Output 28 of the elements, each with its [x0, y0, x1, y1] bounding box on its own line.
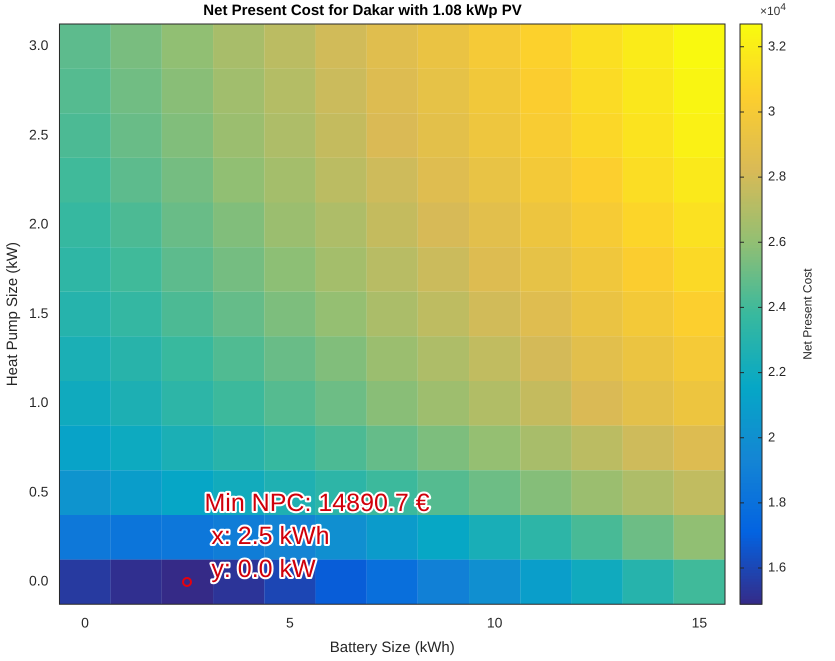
- x-tick-label: 10: [486, 614, 503, 630]
- y-tick-label: 0.0: [28, 572, 49, 589]
- color-bar-label: 2.2: [768, 364, 786, 380]
- color-bar-label: 2.4: [768, 299, 786, 314]
- y-tick-label: 0.5: [28, 483, 49, 500]
- y-tick-label: 2.0: [28, 216, 49, 232]
- x-tick-label: 5: [286, 614, 294, 630]
- text: ×10$^{4}$: [760, 2, 786, 18]
- x-tick-label: 0: [81, 614, 90, 630]
- y-axis-title: Heat Pump Size (kW): [4, 242, 22, 386]
- y-tick-label: 2.5: [28, 126, 49, 142]
- color-bar-label: 2.8: [768, 168, 786, 184]
- annotation: x: 2.5 kWh: [204, 522, 330, 550]
- x-tick-label: 15: [692, 614, 708, 630]
- y-tick-label: 3.0: [28, 37, 49, 54]
- color-bar-label: 3.2: [768, 38, 786, 54]
- color-bar-label: 1.6: [768, 560, 786, 575]
- x-axis-title: Battery Size (kWh): [330, 639, 455, 656]
- color-bar-label: 2: [768, 429, 776, 444]
- y-tick-label: 1.0: [28, 394, 49, 410]
- annotation: y: 0.0 kW: [204, 554, 316, 583]
- chart-title: Net Present Cost for Dakar with 1.08 kWp PV: [203, 2, 522, 20]
- color-bar-label: 2.6: [768, 234, 786, 249]
- color-bar-title: Net Present Cost: [800, 268, 814, 360]
- annotation: Min NPC: 14890.7 €: [204, 488, 430, 517]
- y-tick-label: 1.5: [28, 304, 49, 321]
- color-bar-label: 1.8: [768, 494, 786, 510]
- color-bar-label: 3: [768, 104, 776, 119]
